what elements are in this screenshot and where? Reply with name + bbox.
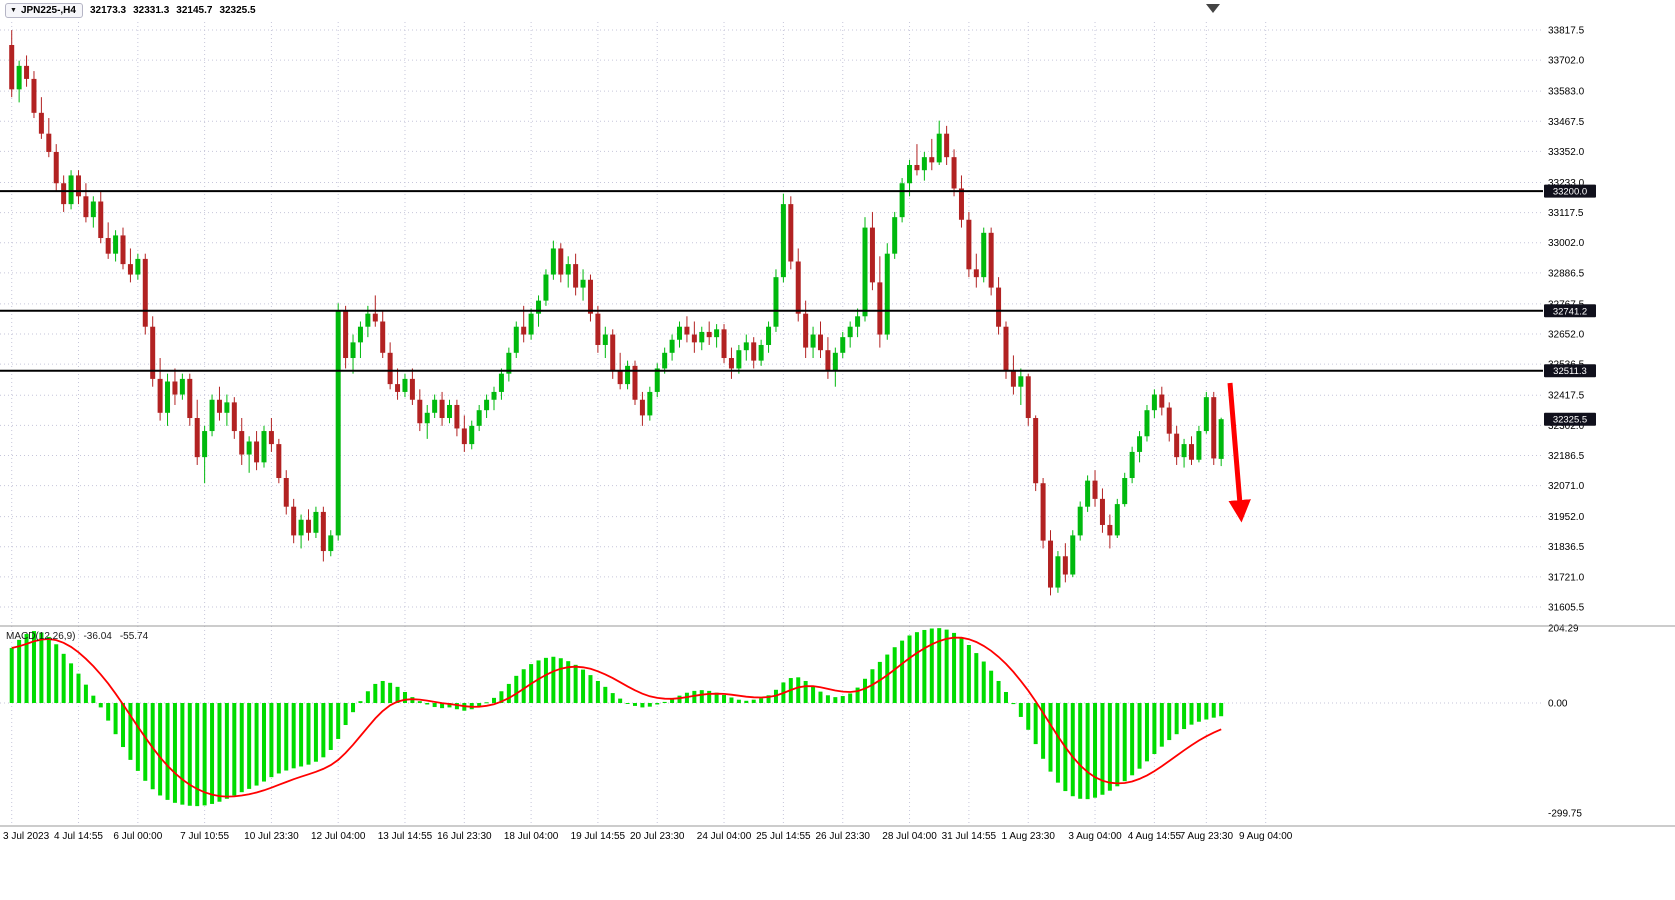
low-value: 32145.7 [176, 5, 213, 16]
svg-text:33817.5: 33817.5 [1548, 26, 1585, 37]
chart-header-overlay: ▼ JPN225-,H4 32173.3 32331.3 32145.7 323… [5, 3, 256, 18]
svg-text:31952.0: 31952.0 [1548, 512, 1585, 523]
svg-text:31836.5: 31836.5 [1548, 542, 1585, 553]
macd-axis-labels: 204.29 0.00 -299.75 [1548, 624, 1582, 820]
grid-layer [0, 22, 1543, 823]
svg-text:31721.0: 31721.0 [1548, 572, 1585, 583]
open-value: 32173.3 [89, 5, 127, 16]
svg-text:32325.5: 32325.5 [1553, 415, 1587, 426]
svg-text:33233.0: 33233.0 [1548, 178, 1585, 189]
svg-text:32186.5: 32186.5 [1548, 451, 1585, 462]
time-axis-labels: 3 Jul 2023 4 Jul 14:55 6 Jul 00:00 7 Jul 10… [3, 831, 1293, 842]
svg-text:3 Aug 04:00: 3 Aug 04:00 [1068, 831, 1122, 842]
svg-text:13 Jul 14:55: 13 Jul 14:55 [378, 831, 433, 842]
svg-text:7 Aug 23:30: 7 Aug 23:30 [1180, 831, 1234, 842]
svg-text:204.29: 204.29 [1548, 624, 1579, 635]
svg-text:-299.75: -299.75 [1548, 809, 1582, 820]
macd-signal-line [11, 636, 1222, 798]
svg-text:32652.0: 32652.0 [1548, 330, 1585, 341]
chart-shift-marker[interactable] [1206, 4, 1220, 13]
svg-text:33002.0: 33002.0 [1548, 238, 1585, 249]
support-resistance-lines [0, 190, 1543, 372]
svg-text:12 Jul 04:00: 12 Jul 04:00 [311, 831, 366, 842]
close-value: 32325.5 [219, 5, 256, 16]
macd-name: MACD(12,26,9) [6, 631, 76, 642]
dropdown-arrow-icon: ▼ [10, 7, 17, 14]
high-value: 32331.3 [133, 5, 170, 16]
svg-text:4 Aug 14:55: 4 Aug 14:55 [1128, 831, 1182, 842]
svg-text:33467.5: 33467.5 [1548, 117, 1585, 128]
symbol-timeframe-label: JPN225-,H4 [20, 5, 76, 16]
svg-text:32511.3: 32511.3 [1553, 366, 1587, 377]
svg-text:33583.0: 33583.0 [1548, 87, 1585, 98]
svg-text:1 Aug 23:30: 1 Aug 23:30 [1002, 831, 1056, 842]
svg-text:28 Jul 04:00: 28 Jul 04:00 [882, 831, 937, 842]
trend-arrow-annotation [1227, 382, 1251, 523]
svg-text:32417.5: 32417.5 [1548, 391, 1585, 402]
ohlc-readout: 32173.3 32331.3 32145.7 32325.5 [90, 5, 256, 16]
svg-text:32302.0: 32302.0 [1548, 421, 1585, 432]
svg-text:32071.0: 32071.0 [1548, 481, 1585, 492]
svg-text:10 Jul 23:30: 10 Jul 23:30 [244, 831, 299, 842]
macd-histogram [9, 628, 1224, 807]
candlestick-series [9, 30, 1224, 596]
svg-text:0.00: 0.00 [1548, 699, 1568, 710]
svg-text:31605.5: 31605.5 [1548, 603, 1585, 614]
svg-text:9 Aug 04:00: 9 Aug 04:00 [1239, 831, 1293, 842]
svg-text:31 Jul 14:55: 31 Jul 14:55 [942, 831, 997, 842]
price-line-badges: 33200.0 32741.2 32511.3 32325.5 [1544, 184, 1596, 426]
svg-text:32886.5: 32886.5 [1548, 268, 1585, 279]
price-axis-labels: 33817.5 33702.0 33583.0 33467.5 33352.0 33233… [1548, 26, 1585, 614]
svg-text:25 Jul 14:55: 25 Jul 14:55 [756, 831, 811, 842]
svg-text:33352.0: 33352.0 [1548, 147, 1585, 158]
symbol-selector[interactable]: ▼ JPN225-,H4 [5, 3, 83, 18]
svg-text:3 Jul 2023: 3 Jul 2023 [3, 831, 50, 842]
svg-text:20 Jul 23:30: 20 Jul 23:30 [630, 831, 685, 842]
svg-text:19 Jul 14:55: 19 Jul 14:55 [571, 831, 626, 842]
macd-main-value: -36.04 [83, 631, 112, 642]
svg-text:16 Jul 23:30: 16 Jul 23:30 [437, 831, 492, 842]
svg-text:24 Jul 04:00: 24 Jul 04:00 [697, 831, 752, 842]
svg-text:26 Jul 23:30: 26 Jul 23:30 [816, 831, 871, 842]
svg-text:18 Jul 04:00: 18 Jul 04:00 [504, 831, 559, 842]
svg-text:33702.0: 33702.0 [1548, 56, 1585, 67]
svg-text:7 Jul 10:55: 7 Jul 10:55 [180, 831, 229, 842]
svg-text:6 Jul 00:00: 6 Jul 00:00 [113, 831, 162, 842]
svg-text:32741.2: 32741.2 [1553, 306, 1587, 317]
svg-text:33200.0: 33200.0 [1553, 187, 1587, 198]
panel-separators [0, 625, 1675, 827]
svg-text:33117.5: 33117.5 [1548, 208, 1584, 219]
svg-text:4 Jul 14:55: 4 Jul 14:55 [54, 831, 103, 842]
macd-signal-value: -55.74 [119, 631, 149, 642]
macd-indicator-label: MACD(12,26,9) -36.04 -55.74 [6, 631, 148, 642]
